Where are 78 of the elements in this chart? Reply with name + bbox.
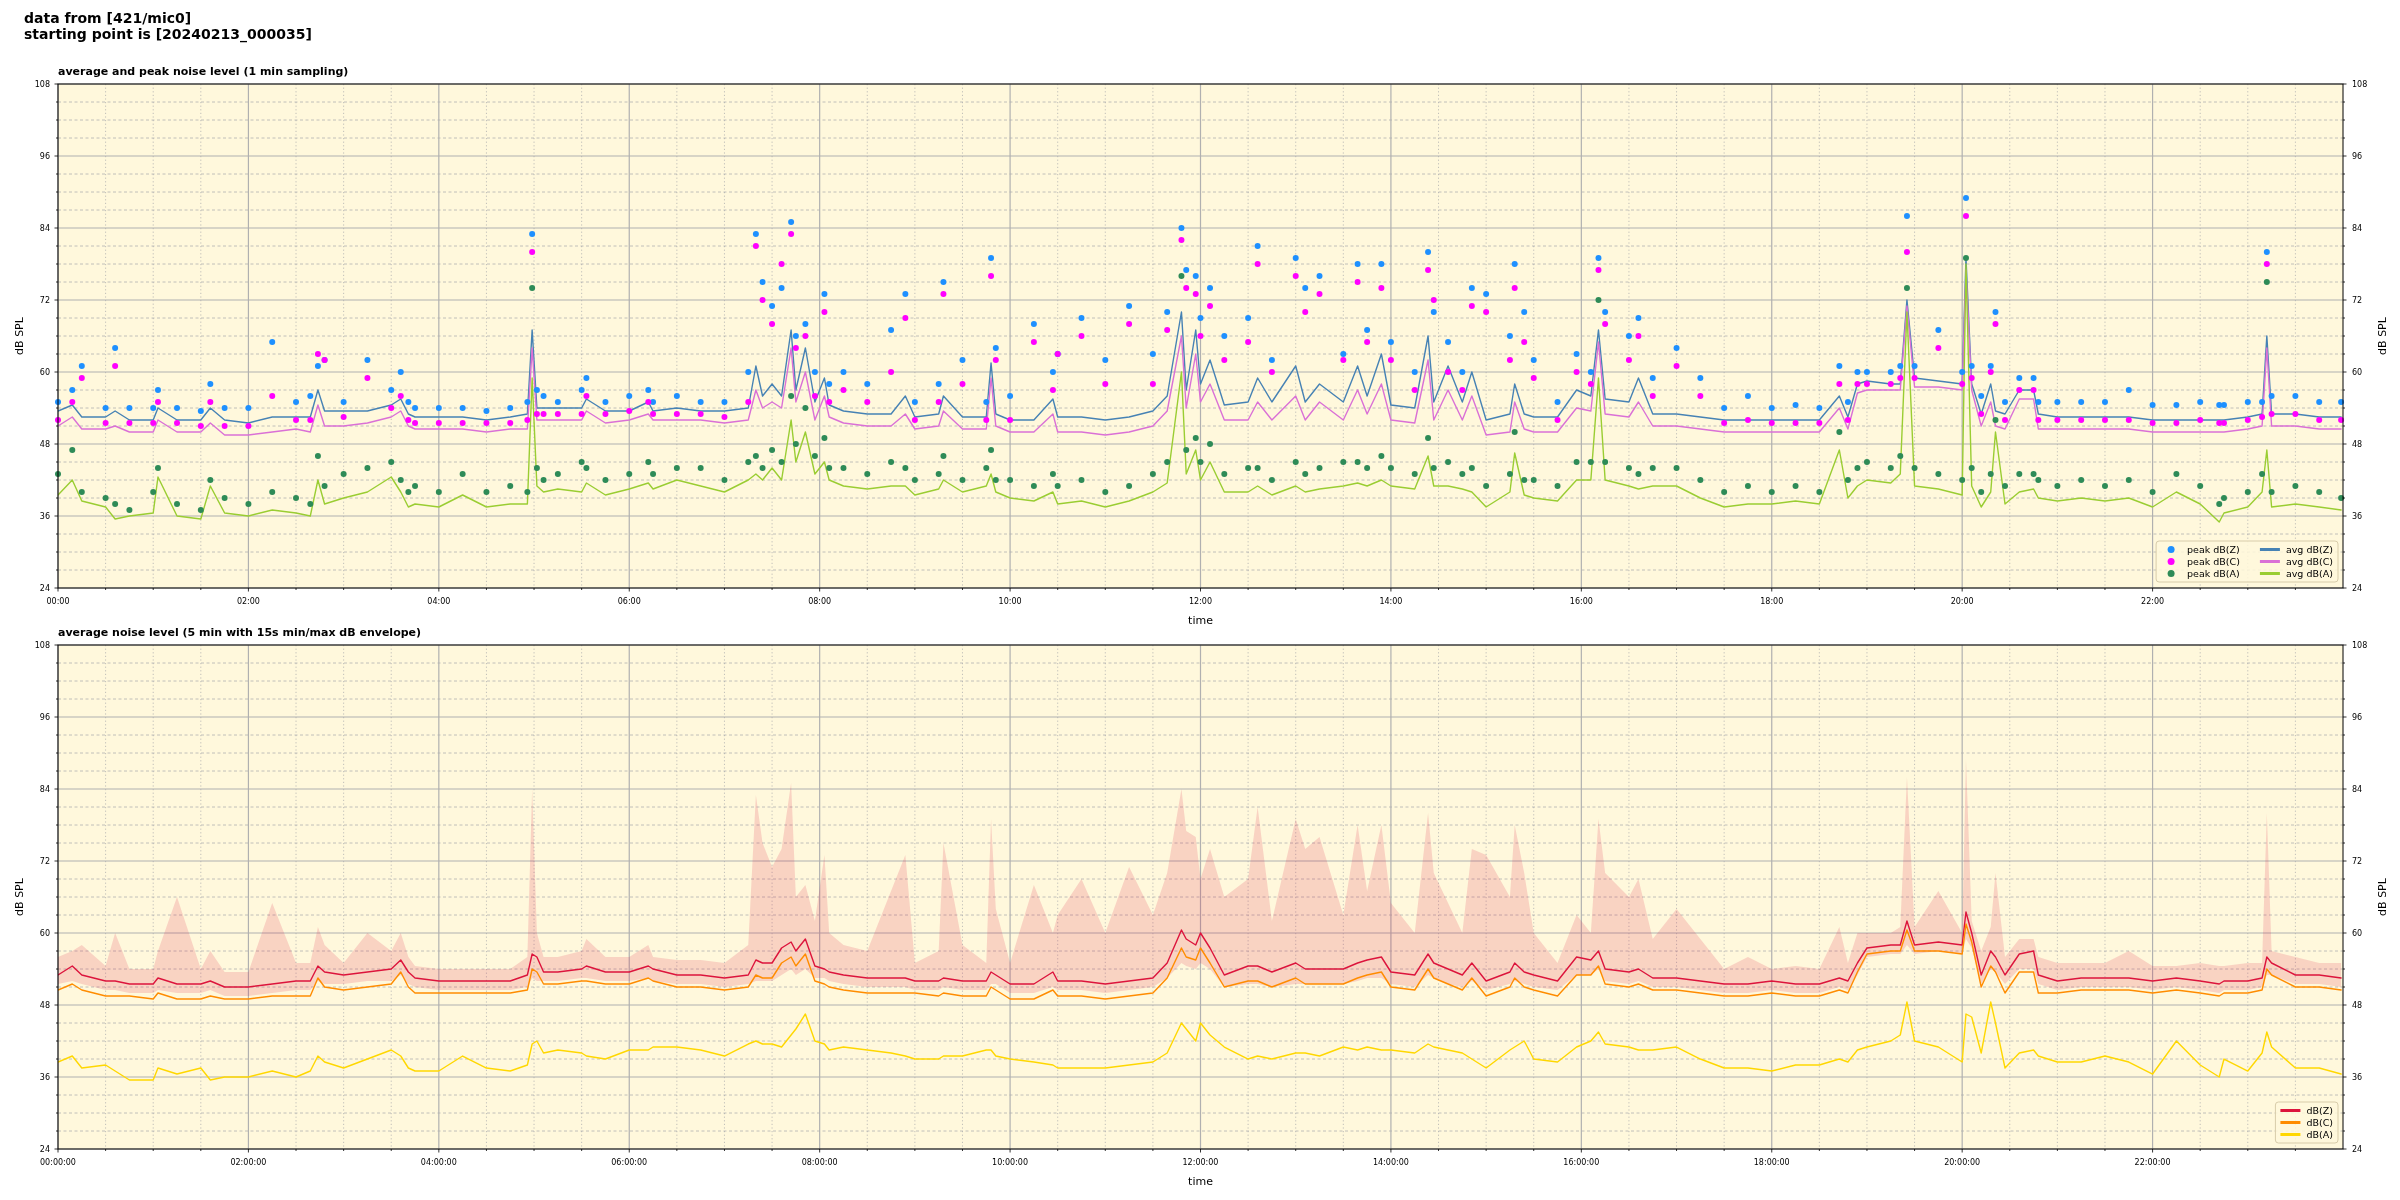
x-tick-label: 18:00 xyxy=(1760,597,1784,606)
legend-label: avg dB(C) xyxy=(2285,555,2334,567)
y-tick-label: 48 xyxy=(39,439,50,449)
x-tick-label: 22:00 xyxy=(2141,597,2165,606)
y2-tick-label: 36 xyxy=(2352,1072,2363,1082)
y2-axis-title: dB SPL xyxy=(2375,877,2389,916)
x-tick-label: 06:00:00 xyxy=(611,1158,648,1167)
line-series xyxy=(58,1001,2342,1081)
x-tick-label: 08:00:00 xyxy=(801,1158,838,1167)
x-tick-label: 16:00:00 xyxy=(1563,1158,1600,1167)
line-series xyxy=(58,911,2342,988)
y-tick-label: 96 xyxy=(39,712,50,722)
y-tick-label: 24 xyxy=(39,1144,50,1154)
line-series xyxy=(58,923,2342,1000)
y2-tick-label: 96 xyxy=(2352,712,2363,722)
y-tick-label: 108 xyxy=(34,640,50,650)
y-tick-label: 96 xyxy=(39,151,50,161)
y2-tick-label: 24 xyxy=(2352,1144,2363,1154)
y2-tick-label: 84 xyxy=(2352,223,2363,233)
y2-axis-title: dB SPL xyxy=(2375,316,2389,355)
y2-tick-label: 108 xyxy=(2352,640,2368,650)
x-tick-label: 22:00:00 xyxy=(2134,1158,2171,1167)
x-axis-title: time xyxy=(1188,1175,1214,1188)
x-tick-label: 00:00:00 xyxy=(40,1158,76,1167)
y-tick-label: 108 xyxy=(34,79,50,89)
chart-title: average noise level (5 min with 15s min/max dB envelope) xyxy=(58,626,422,639)
x-tick-label: 10:00 xyxy=(998,597,1022,606)
legend-label: peak dB(A) xyxy=(2187,567,2240,579)
y-tick-label: 60 xyxy=(39,928,50,938)
y2-tick-label: 48 xyxy=(2352,1000,2363,1010)
x-tick-label: 00:00 xyxy=(46,597,70,606)
y2-tick-label: 108 xyxy=(2352,79,2368,89)
x-tick-label: 20:00:00 xyxy=(1944,1158,1981,1167)
text: data from [421/mic0] xyxy=(24,10,192,26)
y2-tick-label: 96 xyxy=(2352,151,2363,161)
legend-label: dB(Z) xyxy=(2306,1104,2333,1116)
x-tick-label: 18:00:00 xyxy=(1753,1158,1790,1167)
y-tick-label: 48 xyxy=(39,1000,50,1010)
legend-label: peak dB(C) xyxy=(2187,555,2240,567)
x-tick-label: 02:00:00 xyxy=(230,1158,267,1167)
y2-tick-label: 48 xyxy=(2352,439,2363,449)
y-axis-title: dB SPL xyxy=(12,316,26,355)
x-tick-label: 16:00 xyxy=(1569,597,1593,606)
legend-label: dB(C) xyxy=(2306,1116,2333,1128)
x-axis-title: time xyxy=(1188,614,1214,627)
y-tick-label: 24 xyxy=(39,583,50,593)
y-tick-label: 36 xyxy=(39,1072,50,1082)
x-tick-label: 12:00:00 xyxy=(1182,1158,1219,1167)
y2-tick-label: 36 xyxy=(2352,511,2363,521)
y2-tick-label: 84 xyxy=(2352,784,2363,794)
y-tick-label: 36 xyxy=(39,511,50,521)
legend-label: avg dB(A) xyxy=(2285,567,2333,579)
x-tick-label: 06:00 xyxy=(617,597,641,606)
x-tick-label: 14:00 xyxy=(1379,597,1403,606)
y2-tick-label: 60 xyxy=(2352,367,2363,377)
y-tick-label: 84 xyxy=(39,223,50,233)
x-tick-label: 04:00:00 xyxy=(420,1158,457,1167)
x-tick-label: 12:00 xyxy=(1188,597,1213,606)
y2-tick-label: 60 xyxy=(2352,928,2363,938)
y-tick-label: 84 xyxy=(39,784,50,794)
y-tick-label: 72 xyxy=(39,295,50,305)
y-axis-title: dB SPL xyxy=(12,877,26,916)
x-tick-label: 04:00 xyxy=(427,597,451,606)
y2-tick-label: 72 xyxy=(2352,856,2363,866)
x-tick-label: 10:00:00 xyxy=(992,1158,1029,1167)
y-tick-label: 72 xyxy=(39,856,50,866)
x-tick-label: 08:00 xyxy=(808,597,832,606)
y2-tick-label: 72 xyxy=(2352,295,2363,305)
text: starting point is [20240213_000035] xyxy=(24,26,312,43)
legend-label: peak dB(Z) xyxy=(2187,543,2240,555)
legend-label: avg dB(Z) xyxy=(2285,543,2333,555)
x-tick-label: 20:00 xyxy=(1950,597,1974,606)
x-tick-label: 02:00 xyxy=(236,597,260,606)
y2-tick-label: 24 xyxy=(2352,583,2363,593)
chart-title: average and peak noise level (1 min sampling) xyxy=(58,65,349,78)
y-tick-label: 60 xyxy=(39,367,50,377)
legend-label: dB(A) xyxy=(2306,1128,2333,1140)
x-tick-label: 14:00:00 xyxy=(1372,1158,1409,1167)
